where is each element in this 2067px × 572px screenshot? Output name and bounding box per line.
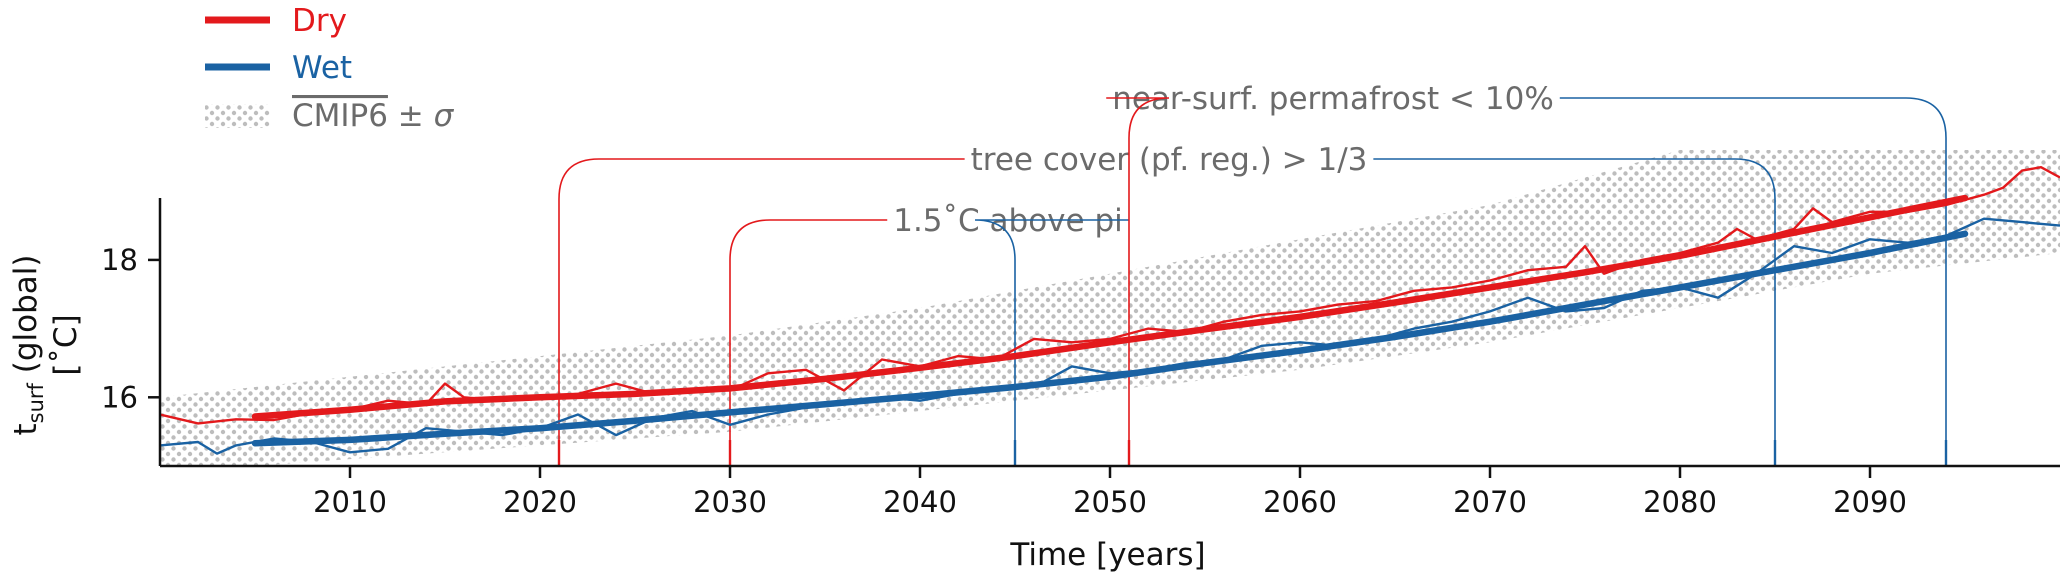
legend-label-cmip6-pm: ± <box>388 98 434 134</box>
y-axis-label: tsurf (global) [˚C] <box>8 254 84 435</box>
legend: Dry Wet CMIP6 ± σ <box>205 3 455 134</box>
y-tick-label-18: 18 <box>101 243 138 277</box>
x-tick-label-2050: 2050 <box>1073 485 1147 519</box>
annotation-bracket-dry-3 <box>1106 97 1170 466</box>
x-tick-label-2090: 2090 <box>1833 485 1907 519</box>
legend-label-wet: Wet <box>292 50 352 86</box>
annotation-bracket-wet-3 <box>1559 97 1947 466</box>
series-wet-smoothed-line <box>251 230 1969 447</box>
x-tick-label-2010: 2010 <box>313 485 387 519</box>
legend-swatch-cmip6 <box>205 104 270 128</box>
legend-label-cmip6-name: CMIP6 <box>292 98 388 134</box>
series-layer <box>160 165 2060 455</box>
legend-label-cmip6-sigma: σ <box>434 98 455 134</box>
y-axis-label-main: t <box>8 423 44 435</box>
axis-ticks-layer: 2010 2020 2030 2040 2050 2060 2070 2080 2090 16 18 <box>101 243 1907 519</box>
annotation-bracket-dry-2 <box>558 158 965 466</box>
series-dry-smoothed-line <box>251 194 1969 420</box>
cmip6-band <box>160 150 2060 466</box>
x-tick-label-2020: 2020 <box>503 485 577 519</box>
x-tick-label-2080: 2080 <box>1643 485 1717 519</box>
annotation-label-2: tree cover (pf. reg.) > 1/3 <box>971 142 1368 178</box>
annotation-bracket-wet-2 <box>1373 158 1776 466</box>
x-tick-label-2060: 2060 <box>1263 485 1337 519</box>
x-tick-label-2030: 2030 <box>693 485 767 519</box>
legend-label-cmip6: CMIP6 ± σ <box>292 98 455 134</box>
annotation-label-3: near-surf. permafrost < 10% <box>1112 81 1554 117</box>
annotation-bracket-wet-1 <box>974 219 1129 466</box>
annotation-bracket-dry-1 <box>729 219 888 466</box>
y-axis-unit: [˚C] <box>48 314 84 375</box>
x-tick-label-2040: 2040 <box>883 485 957 519</box>
series-wet-annual-line <box>160 217 2060 455</box>
y-axis-label-rest: (global) <box>8 254 44 383</box>
y-tick-label-16: 16 <box>101 380 138 414</box>
y-axis-label-sub: surf <box>24 382 48 423</box>
legend-label-dry: Dry <box>292 3 347 39</box>
x-tick-label-2070: 2070 <box>1453 485 1527 519</box>
x-axis-label: Time [years] <box>1009 537 1205 572</box>
band-layer <box>160 150 2060 466</box>
svg-text:tsurf (global): tsurf (global) <box>8 254 48 435</box>
